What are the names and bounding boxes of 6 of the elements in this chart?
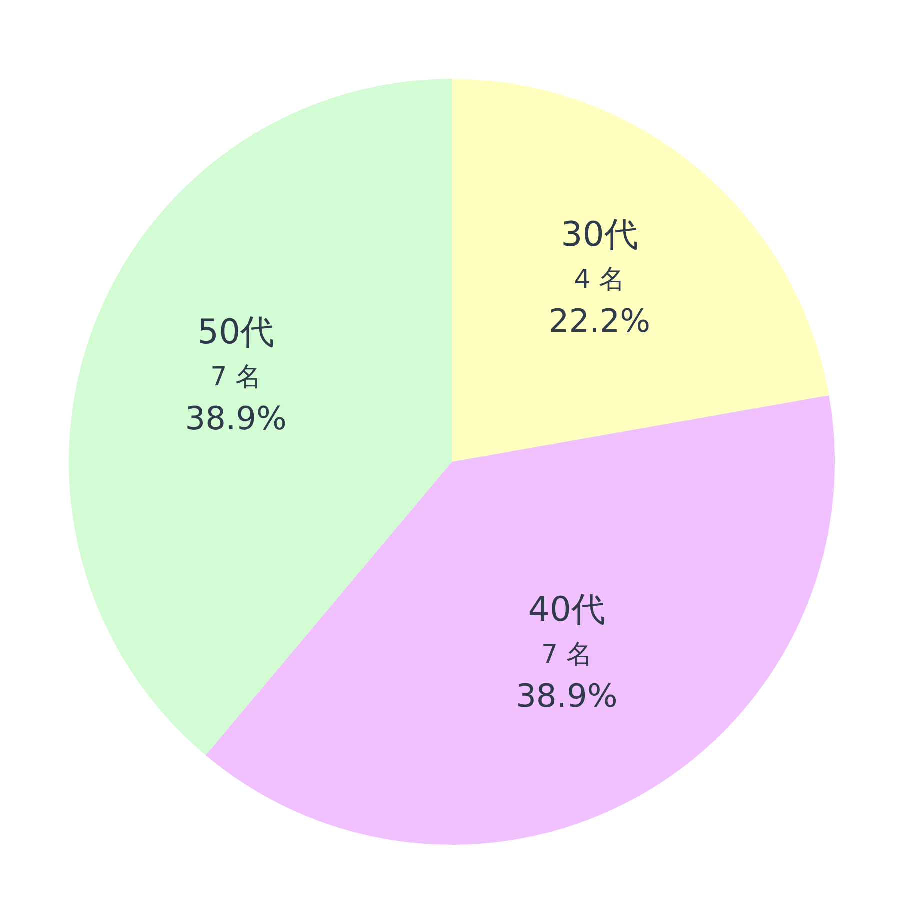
slice-label: 30代 — [561, 214, 638, 255]
data-label: 4 名 22.2% — [548, 264, 651, 340]
slice-label: 40代 — [528, 590, 606, 630]
data-label: 7 名 38.9% — [185, 362, 287, 438]
data-label: 7 名 38.9% — [516, 640, 618, 716]
slice-label: 50代 — [197, 312, 275, 352]
